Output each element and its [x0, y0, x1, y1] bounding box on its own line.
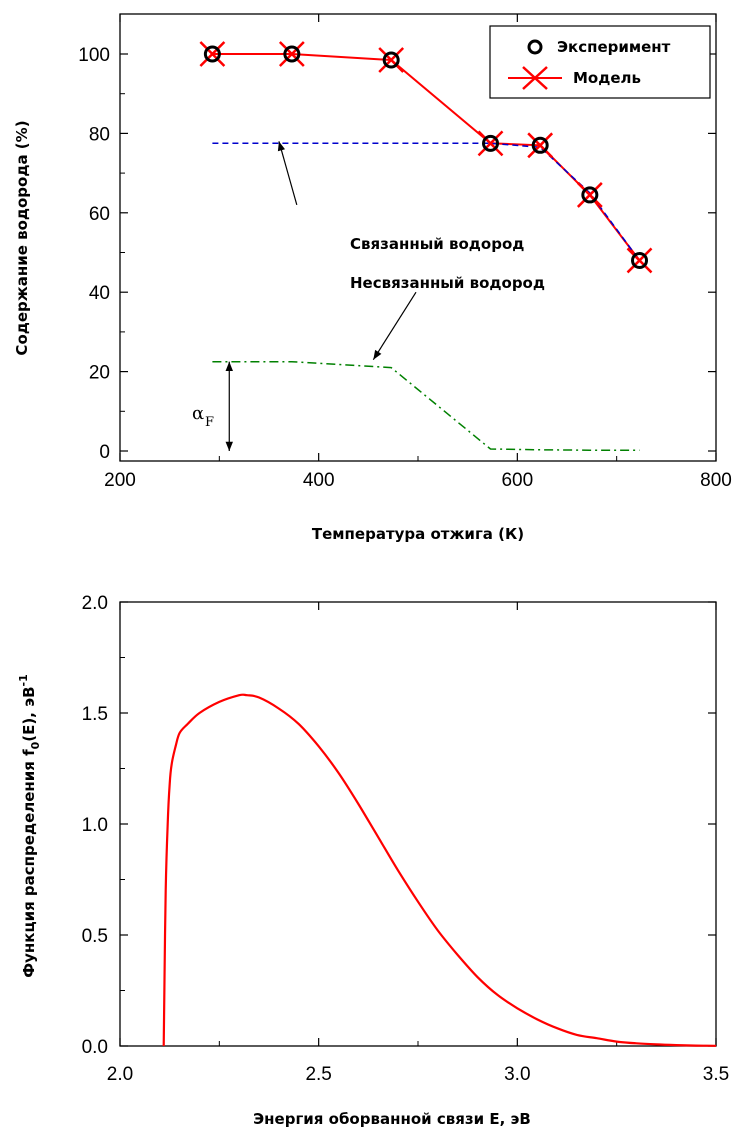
- x-tick-label: 400: [303, 470, 335, 491]
- model-point: [626, 247, 653, 274]
- annotation-arrows: [225, 141, 417, 451]
- axis-ticks-2: 2.0 2.5 3.0 3.5 0.0 0.5 1.0 1.5 2.0: [82, 593, 730, 1085]
- model-point: [199, 41, 226, 67]
- bound-hydrogen-line: [212, 142, 641, 261]
- x-axis-label: Температура отжига (К): [312, 525, 524, 543]
- annotation-unbound-hydrogen: Несвязанный водород: [350, 274, 545, 292]
- y-tick-label-2: 0.5: [82, 926, 108, 947]
- plot-frame-2: [119, 601, 717, 1047]
- arrow-unbound: [372, 291, 417, 361]
- unbound-hydrogen-line: [212, 360, 640, 451]
- x-tick-label-2: 2.0: [107, 1064, 133, 1085]
- arrow-bound: [277, 141, 298, 206]
- model-point: [576, 182, 603, 208]
- legend: Эксперимент Модель: [489, 25, 711, 99]
- experiment-point: [581, 186, 599, 204]
- y-tick-label: 40: [89, 283, 110, 304]
- legend-label-model: Модель: [573, 69, 641, 87]
- experiment-point: [283, 45, 301, 63]
- x-tick-label-2: 3.5: [703, 1064, 729, 1085]
- x-axis-label-2: Энергия оборванной связи E, эВ: [253, 1110, 531, 1128]
- annotation-bound-hydrogen: Связанный водород: [350, 235, 524, 253]
- series-lines-2: [162, 693, 717, 1047]
- x-tick-label: 600: [501, 470, 533, 491]
- experiment-point: [531, 136, 549, 154]
- legend-box: [489, 25, 711, 99]
- experiment-point: [382, 51, 400, 69]
- axis-ticks: 200 400 600 800 0 20 40 60 80 100: [78, 14, 732, 491]
- experiment-point: [631, 251, 649, 269]
- model-point: [477, 130, 504, 157]
- x-tick-label-2: 2.5: [305, 1064, 331, 1085]
- y-tick-label: 20: [89, 363, 110, 384]
- y-tick-label: 0: [99, 442, 110, 463]
- y-tick-label: 100: [78, 45, 110, 66]
- y-label-part-unit: (E), эВ: [20, 686, 38, 741]
- experiment-point: [482, 134, 500, 152]
- series-markers: [199, 41, 653, 274]
- alpha-double-arrow: [225, 361, 233, 451]
- y-tick-label-2: 1.0: [82, 815, 108, 836]
- x-tick-label: 200: [104, 470, 136, 491]
- y-tick-label-2: 0.0: [82, 1037, 108, 1058]
- legend-marker-model: [522, 66, 548, 90]
- distribution-chart: 2.0 2.5 3.0 3.5 0.0 0.5 1.0 1.5 2.0 Энергия обор…: [17, 593, 729, 1128]
- y-tick-label-2: 1.5: [82, 704, 108, 725]
- legend-label-experiment: Эксперимент: [557, 38, 671, 56]
- model-point: [378, 47, 405, 73]
- model-point: [527, 132, 554, 159]
- x-tick-label-2: 3.0: [504, 1064, 530, 1085]
- y-label-part-sub: 0: [29, 741, 42, 749]
- alpha-label: α: [192, 403, 204, 424]
- y-tick-label-2: 2.0: [82, 593, 108, 614]
- annealing-chart: 200 400 600 800 0 20 40 60 80 100 Эксперимент Мод…: [13, 13, 732, 543]
- model-point: [278, 41, 305, 67]
- y-label-part-sup: -1: [17, 674, 30, 686]
- y-axis-label: Содержание водорода (%): [13, 120, 31, 355]
- y-tick-label: 60: [89, 204, 110, 225]
- distribution-curve: [162, 693, 717, 1047]
- y-tick-label: 80: [89, 124, 110, 145]
- y-label-part-main: Функция распределения f: [20, 749, 38, 978]
- x-tick-label: 800: [700, 470, 732, 491]
- legend-marker-experiment: [527, 39, 543, 55]
- experiment-point: [203, 45, 221, 63]
- alpha-subscript: F: [205, 415, 214, 430]
- y-axis-label-2: Функция распределения f0(E), эВ-1: [17, 674, 42, 978]
